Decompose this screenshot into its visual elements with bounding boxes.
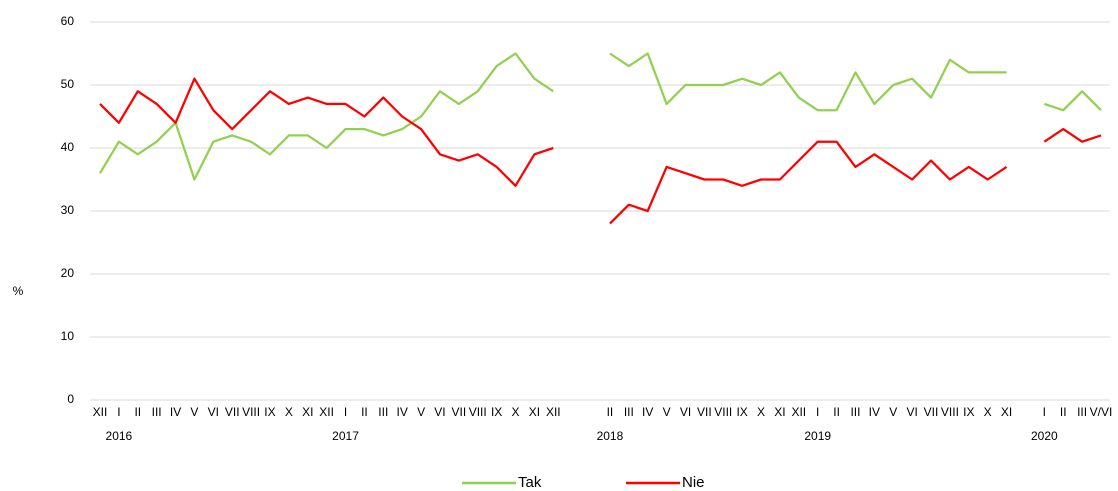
x-tick-label: IV: [170, 405, 181, 419]
x-tick-label: XII: [93, 405, 108, 419]
x-tick-label: V: [190, 405, 198, 419]
legend-label: Nie: [682, 474, 705, 491]
x-tick-label: V/VI: [1090, 405, 1113, 419]
x-tick-label: V: [417, 405, 425, 419]
x-tick-label: X: [984, 405, 992, 419]
x-tick-label: II: [361, 405, 368, 419]
x-tick-label: XI: [302, 405, 313, 419]
x-tick-label: IV: [397, 405, 408, 419]
y-tick-label: 40: [61, 140, 75, 154]
x-tick-label: X: [512, 405, 520, 419]
x-tick-label: XII: [319, 405, 334, 419]
x-tick-label: VII: [225, 405, 240, 419]
x-tick-label: VII: [452, 405, 467, 419]
x-tick-label: I: [344, 405, 347, 419]
x-tick-label: II: [1060, 405, 1067, 419]
x-tick-label: X: [757, 405, 765, 419]
x-tick-label: VII: [697, 405, 712, 419]
x-tick-label: III: [624, 405, 634, 419]
x-tick-label: III: [152, 405, 162, 419]
year-label: 2017: [332, 429, 359, 443]
x-tick-label: V: [663, 405, 671, 419]
year-label: 2016: [106, 429, 133, 443]
series-line: [609, 140, 1008, 225]
x-tick-label: I: [117, 405, 120, 419]
year-label: 2018: [597, 429, 624, 443]
x-tick-label: XII: [791, 405, 806, 419]
x-tick-label: VIII: [242, 405, 260, 419]
series-line: [1043, 90, 1102, 112]
x-tick-label: VI: [906, 405, 917, 419]
x-tick-label: XI: [529, 405, 540, 419]
y-tick-label: 50: [61, 77, 75, 91]
x-tick-label: VI: [208, 405, 219, 419]
x-tick-label: III: [1077, 405, 1087, 419]
series-line: [609, 52, 1007, 112]
x-tick-label: IV: [869, 405, 880, 419]
x-tick-label: IX: [963, 405, 974, 419]
y-tick-label: 20: [61, 266, 75, 280]
legend-label: Tak: [518, 474, 542, 491]
x-tick-label: XI: [774, 405, 785, 419]
series-line: [99, 77, 554, 187]
x-tick-label: IX: [264, 405, 275, 419]
year-label: 2020: [1031, 429, 1058, 443]
x-tick-label: VI: [680, 405, 691, 419]
y-tick-label: 60: [61, 14, 75, 28]
x-tick-label: VIII: [469, 405, 487, 419]
x-tick-label: IV: [642, 405, 653, 419]
x-tick-label: VII: [924, 405, 939, 419]
x-tick-label: I: [1043, 405, 1046, 419]
y-tick-label: 10: [61, 329, 75, 343]
x-tick-label: XI: [1001, 405, 1012, 419]
x-tick-label: II: [607, 405, 614, 419]
y-axis-label: %: [13, 284, 24, 298]
x-tick-label: II: [833, 405, 840, 419]
x-tick-label: II: [134, 405, 141, 419]
x-tick-label: X: [285, 405, 293, 419]
x-tick-label: IX: [736, 405, 747, 419]
x-tick-label: III: [378, 405, 388, 419]
series-line: [1043, 127, 1102, 143]
x-tick-label: I: [816, 405, 819, 419]
y-tick-label: 30: [61, 203, 75, 217]
y-tick-label: 0: [67, 392, 74, 406]
x-tick-label: VIII: [714, 405, 732, 419]
x-tick-label: V: [889, 405, 897, 419]
year-label: 2019: [804, 429, 831, 443]
x-tick-label: IX: [491, 405, 502, 419]
x-tick-label: III: [850, 405, 860, 419]
x-tick-label: VI: [434, 405, 445, 419]
x-tick-label: VIII: [941, 405, 959, 419]
x-tick-label: XII: [546, 405, 561, 419]
